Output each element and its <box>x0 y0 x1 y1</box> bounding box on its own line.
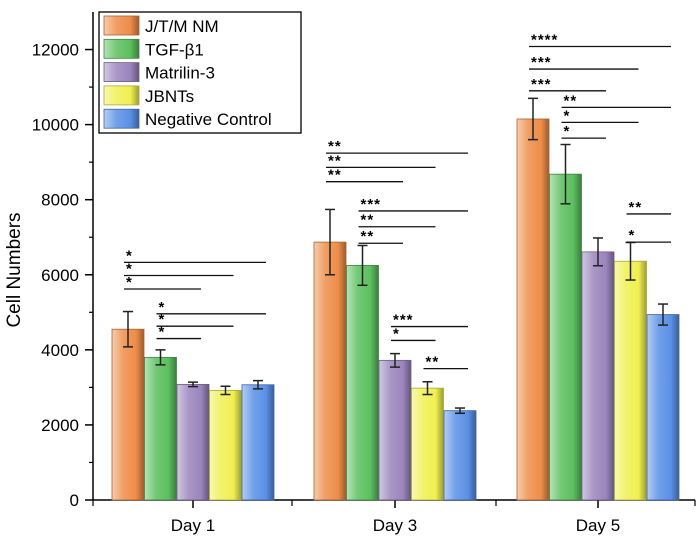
significance-label: * <box>126 261 133 278</box>
y-tick-label: 6000 <box>41 266 79 285</box>
significance-label: * <box>126 274 133 291</box>
significance-label: ** <box>361 212 375 229</box>
legend-swatch <box>103 85 140 106</box>
y-tick-label: 10000 <box>32 116 79 135</box>
significance-label: * <box>159 311 166 328</box>
bar <box>516 118 550 501</box>
legend: J/T/M NM TGF-β1 Matrilin-3 JBNTs Negative Co… <box>98 11 302 134</box>
x-tick-label: Day 1 <box>171 516 215 535</box>
significance-label: ** <box>328 138 342 155</box>
bar <box>614 260 647 501</box>
significance-label: ** <box>361 228 375 245</box>
error-bars <box>123 97 668 415</box>
legend-label: Negative Control <box>145 110 272 129</box>
bar <box>549 173 582 501</box>
significance-label: **** <box>531 32 558 49</box>
bar <box>313 241 347 501</box>
x-tick-label: Day 3 <box>373 516 417 535</box>
significance-label: ** <box>328 152 342 169</box>
significance-label: * <box>393 325 400 342</box>
significance-label: *** <box>531 76 552 93</box>
significance-label: * <box>159 324 166 341</box>
x-tick-label: Day 5 <box>576 516 620 535</box>
bar <box>111 328 145 501</box>
legend-label: TGF-β1 <box>145 40 204 59</box>
y-tick-label: 2000 <box>41 416 79 435</box>
bar <box>581 251 615 501</box>
significance-label: *** <box>393 312 414 329</box>
significance-label: ** <box>629 199 643 216</box>
legend-swatch <box>103 15 140 36</box>
bar <box>176 383 210 501</box>
significance-label: * <box>564 107 571 124</box>
significance-label: * <box>564 123 571 140</box>
bars <box>111 118 680 501</box>
legend-label: J/T/M NM <box>145 17 219 36</box>
bar <box>346 264 379 501</box>
bar <box>209 389 242 501</box>
bar <box>144 356 177 501</box>
significance-label: * <box>126 247 133 264</box>
significance-label: * <box>159 299 166 316</box>
y-tick-label: 4000 <box>41 341 79 360</box>
bar <box>241 384 275 501</box>
significance-label: *** <box>531 54 552 71</box>
bar <box>646 314 680 501</box>
significance-label: ** <box>564 92 578 109</box>
significance-brackets: ****************************************… <box>124 32 671 371</box>
y-tick-label: 0 <box>70 491 79 510</box>
legend-swatch <box>103 38 140 59</box>
significance-label: ** <box>426 354 440 371</box>
legend-label: JBNTs <box>145 87 194 106</box>
bar <box>411 387 444 501</box>
bar <box>443 410 477 501</box>
axes: 0 2000 4000 6000 8000 10000 12000 Day 1 Day 3 Day… <box>32 12 696 535</box>
y-tick-label: 12000 <box>32 41 79 60</box>
significance-label: ** <box>328 167 342 184</box>
y-tick-label: 8000 <box>41 191 79 210</box>
legend-swatch <box>103 62 140 82</box>
y-axis-label: Cell Numbers <box>4 212 25 327</box>
legend-swatch <box>103 108 140 129</box>
bar <box>378 359 412 501</box>
significance-label: *** <box>361 196 382 213</box>
legend-label: Matrilin-3 <box>145 64 215 83</box>
significance-label: * <box>629 227 636 244</box>
